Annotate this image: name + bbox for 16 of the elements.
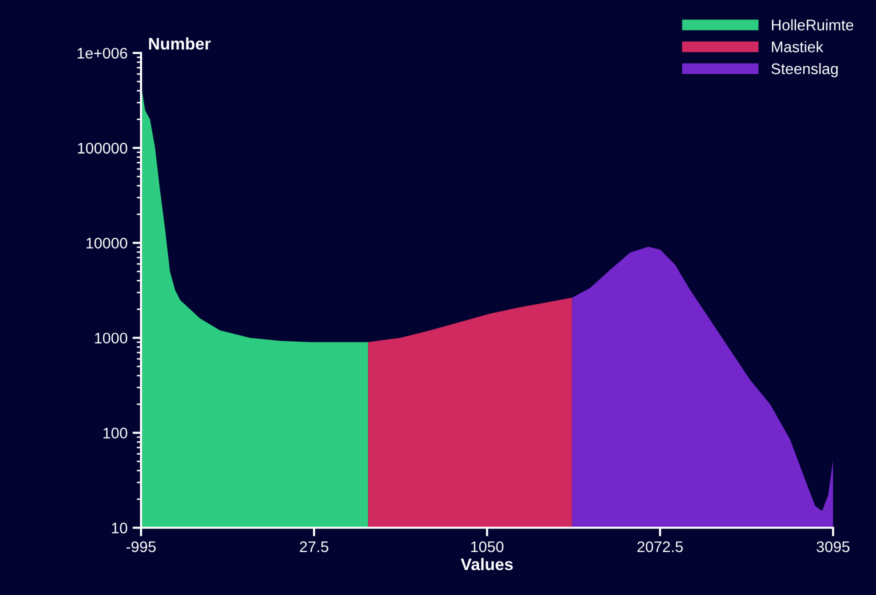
y-tick-label: 10000 [86, 238, 128, 249]
legend-label: HolleRuimte [772, 19, 854, 30]
legend-label: Mastiek [772, 41, 824, 52]
y-tick-label: 100000 [78, 142, 128, 154]
legend-label: Steenslag [771, 62, 838, 78]
y-tick-label: 100 [104, 428, 128, 438]
x-tick-label: -995 [126, 541, 156, 552]
y-tick-label: 1000 [95, 332, 128, 344]
y-tick-label: 1e+006 [78, 48, 128, 59]
x-tick-label: 1050 [471, 541, 504, 552]
x-tick-label: 3095 [816, 541, 850, 552]
y-tick-label: 10 [112, 522, 128, 534]
x-axis-title: Values [460, 558, 513, 570]
x-tick-label: 27.5 [300, 541, 328, 552]
x-tick-label: 2072.5 [637, 541, 683, 552]
y-axis-title: Number [149, 37, 211, 50]
